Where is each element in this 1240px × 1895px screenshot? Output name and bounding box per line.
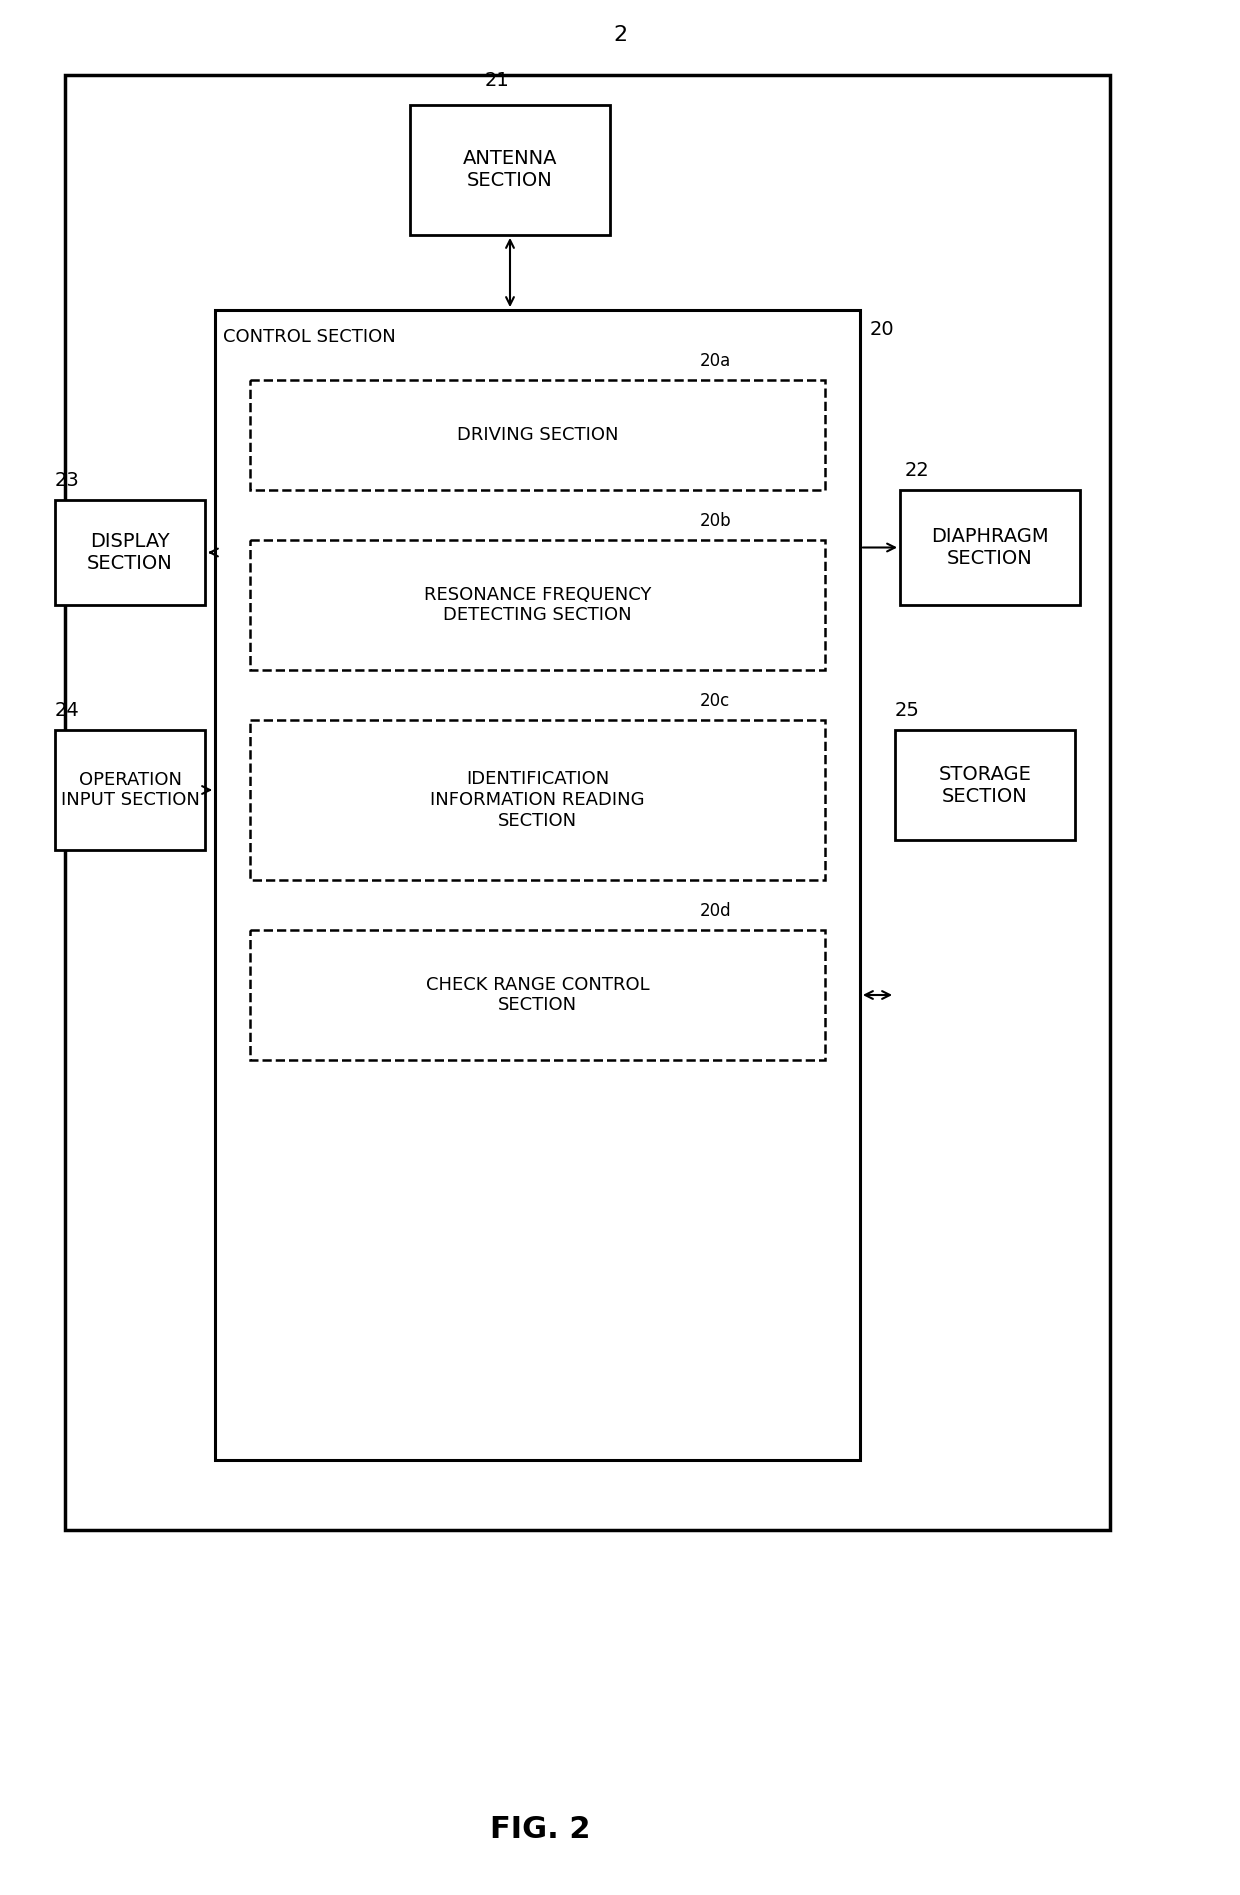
Text: 25: 25	[895, 701, 920, 720]
Text: IDENTIFICATION
INFORMATION READING
SECTION: IDENTIFICATION INFORMATION READING SECTI…	[430, 769, 645, 830]
Bar	[250, 381, 825, 491]
Bar	[250, 540, 825, 671]
Text: CHECK RANGE CONTROL
SECTION: CHECK RANGE CONTROL SECTION	[425, 976, 650, 1014]
Bar	[250, 930, 825, 1059]
Text: OPERATION
INPUT SECTION: OPERATION INPUT SECTION	[61, 771, 200, 809]
Bar	[55, 730, 205, 851]
Text: 20a: 20a	[701, 352, 732, 370]
Bar	[250, 720, 825, 879]
Text: 23: 23	[55, 472, 79, 491]
Bar	[55, 500, 205, 605]
Text: DRIVING SECTION: DRIVING SECTION	[456, 426, 619, 443]
Text: 20b: 20b	[701, 512, 732, 531]
Bar	[64, 76, 1110, 1529]
Bar	[900, 491, 1080, 605]
Text: 24: 24	[55, 701, 79, 720]
Text: 22: 22	[905, 460, 930, 479]
Text: DIAPHRAGM
SECTION: DIAPHRAGM SECTION	[931, 527, 1049, 568]
Bar	[410, 104, 610, 235]
Text: CONTROL SECTION: CONTROL SECTION	[223, 328, 396, 347]
Text: 21: 21	[485, 70, 510, 89]
Bar	[215, 311, 861, 1459]
Text: 20c: 20c	[701, 692, 730, 711]
Text: 20d: 20d	[701, 902, 732, 919]
Bar	[895, 730, 1075, 839]
Text: FIG. 2: FIG. 2	[490, 1815, 590, 1844]
Text: RESONANCE FREQUENCY
DETECTING SECTION: RESONANCE FREQUENCY DETECTING SECTION	[424, 586, 651, 623]
Text: 2: 2	[613, 25, 627, 45]
Text: STORAGE
SECTION: STORAGE SECTION	[939, 764, 1032, 805]
Text: DISPLAY
SECTION: DISPLAY SECTION	[87, 532, 172, 572]
Text: 20: 20	[870, 320, 894, 339]
Text: ANTENNA
SECTION: ANTENNA SECTION	[463, 150, 557, 191]
